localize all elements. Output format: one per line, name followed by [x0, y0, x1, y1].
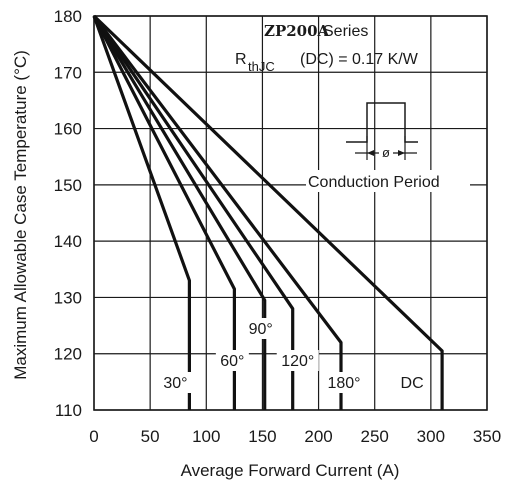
x-tick-label: 100: [192, 427, 220, 446]
x-tick-label: 50: [141, 427, 160, 446]
rth-symbol: R: [235, 51, 247, 68]
series-label: 120°: [281, 353, 314, 370]
plot-frame: [93, 15, 488, 411]
series-name-rest: Series: [323, 23, 368, 40]
phi-symbol: ø: [382, 145, 390, 160]
series-line: [92, 14, 444, 410]
series-label-bg: [158, 372, 192, 393]
y-tick-label: 120: [54, 345, 82, 364]
x-tick-label: 0: [89, 427, 98, 446]
x-axis-title: Average Forward Current (A): [181, 461, 400, 480]
series-label-bg: [244, 318, 278, 339]
series-label: 90°: [249, 321, 273, 338]
series-line: [92, 15, 267, 410]
x-tick-label: 350: [473, 427, 501, 446]
y-tick-label: 160: [54, 120, 82, 139]
rth-value: (DC) = 0.17 K/W: [300, 51, 419, 68]
series-line: [92, 15, 295, 410]
series-label-bg: [276, 350, 319, 371]
x-tick-label: 250: [361, 427, 389, 446]
y-tick-label: 130: [54, 288, 82, 307]
series-name-bold: ZP200A: [264, 22, 330, 40]
series-label: 180°: [327, 375, 360, 392]
curves: 30° 60° 90° 120° 180° DC: [92, 14, 444, 410]
series-line: [92, 15, 191, 410]
series-label: 30°: [163, 375, 187, 392]
series-label-bg: [400, 372, 425, 393]
y-tick-label: 150: [54, 176, 82, 195]
conduction-period-icon: ø: [346, 102, 418, 160]
x-tick-label: 150: [248, 427, 276, 446]
conduction-period-label: Conduction Period: [308, 174, 440, 191]
tick-labels: 0 50 100 150 200 250 300 350 110 120 130 140 150 160 1…: [54, 7, 502, 446]
series-label: DC: [401, 375, 424, 392]
y-axis-title: Maximum Allowable Case Temperature (°C): [11, 50, 30, 380]
y-tick-label: 140: [54, 232, 82, 251]
y-tick-label: 110: [55, 401, 82, 420]
x-tick-label: 300: [417, 427, 445, 446]
series-label-bg: [215, 350, 249, 371]
conduction-period-label-bg: [306, 170, 470, 192]
x-tick-label: 200: [304, 427, 332, 446]
rth-subscript: thJC: [248, 59, 275, 74]
y-tick-label: 180: [54, 7, 82, 26]
series-label-bg: [323, 372, 366, 393]
y-tick-label: 170: [54, 63, 82, 82]
series-label: 60°: [220, 353, 244, 370]
